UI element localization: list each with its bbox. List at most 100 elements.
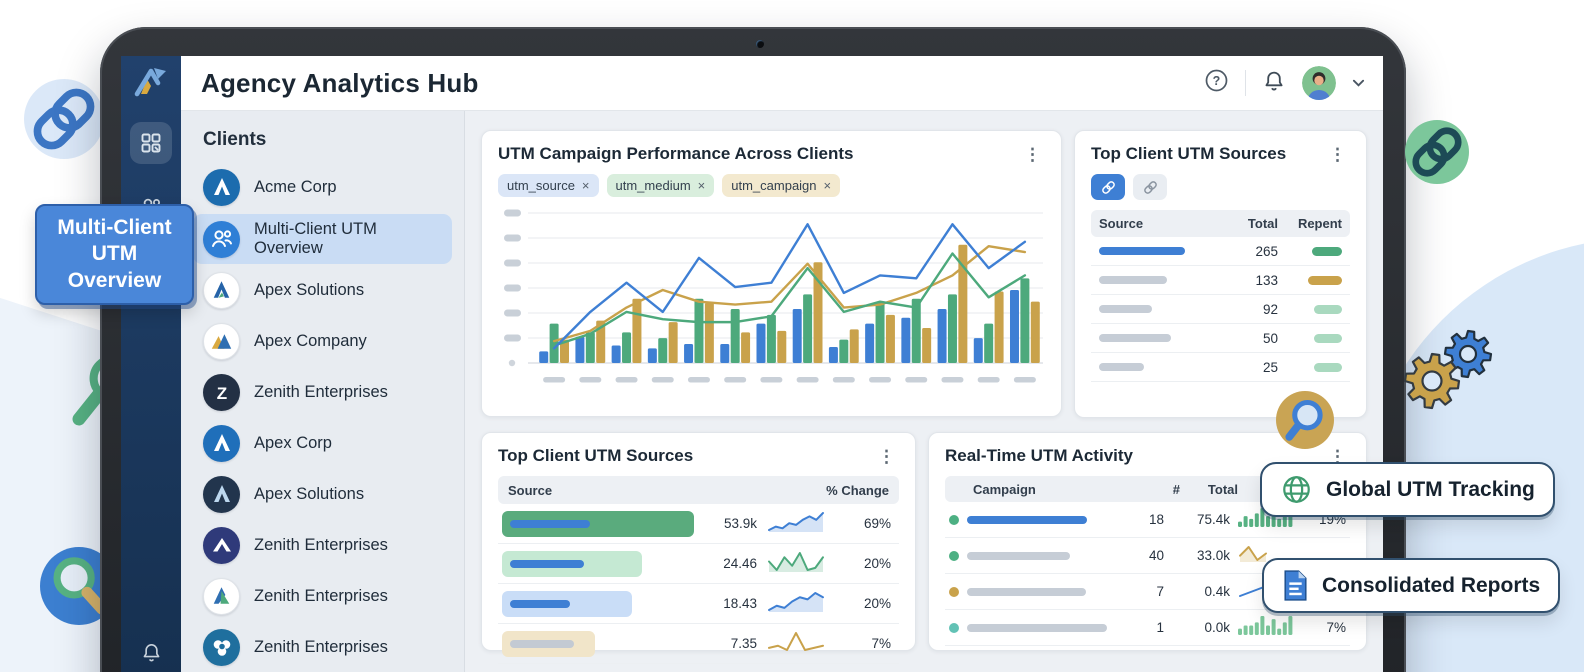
status-dot (949, 622, 959, 633)
link-view-toggle-active[interactable] (1091, 174, 1125, 200)
page-title: Agency Analytics Hub (201, 67, 479, 98)
total-value: 92 (1262, 301, 1278, 317)
bell-icon (143, 644, 159, 662)
client-logo (203, 425, 240, 462)
card-title: UTM Campaign Performance Across Clients (498, 144, 854, 163)
card-title: Top Client UTM Sources (498, 446, 694, 465)
client-name: Acme Corp (254, 178, 337, 196)
table-row[interactable]: 92 (1091, 295, 1350, 324)
status-dot (949, 586, 959, 597)
magnifier-icon (1276, 391, 1334, 449)
source-placeholder-bar (1099, 363, 1230, 371)
card-top-client-utm-sources-change: Top Client UTM Sources ⋮ Source % Change… (481, 432, 916, 664)
column-header: Source (1099, 216, 1144, 231)
source-placeholder-bar (1099, 334, 1230, 342)
source-placeholder-bar (510, 639, 574, 648)
total-value: 75.4k (1196, 512, 1230, 527)
nav-dashboard-button[interactable] (130, 122, 172, 164)
client-name: Apex Solutions (254, 281, 365, 299)
filter-chip-utm_medium[interactable]: utm_medium × (606, 174, 715, 197)
rail-notifications-button[interactable] (140, 641, 163, 669)
user-avatar[interactable] (1302, 66, 1336, 100)
client-logo (203, 629, 240, 666)
status-dot (949, 550, 959, 561)
sparkline-chart (1239, 546, 1267, 562)
trend-badge (1312, 246, 1342, 256)
source-value: 24.46 (723, 556, 757, 571)
client-name: Apex Corp (254, 434, 332, 452)
table-row[interactable]: 25 (1091, 353, 1350, 382)
card-title: Top Client UTM Sources (1091, 144, 1287, 163)
client-list-item[interactable]: Apex Company (193, 317, 452, 366)
client-logo (203, 169, 240, 206)
document-icon (1284, 570, 1307, 601)
client-name: Multi-Client UTM Overview (254, 220, 377, 257)
chevron-down-icon[interactable] (1352, 78, 1365, 88)
filter-chip-utm_source[interactable]: utm_source × (498, 174, 599, 197)
callout-global-utm-tracking: Global UTM Tracking (1260, 462, 1555, 517)
client-logo (203, 578, 240, 615)
client-logo (203, 323, 240, 360)
column-header: Repent (1297, 216, 1342, 231)
total-value: 0.0k (1204, 620, 1230, 635)
kebab-menu-icon[interactable]: ⋮ (1329, 145, 1346, 164)
client-list-item[interactable]: Apex Solutions (193, 266, 452, 315)
client-list-item[interactable]: Apex Corp (193, 419, 452, 468)
table-row[interactable]: 7.35 7% (498, 624, 899, 664)
table-row[interactable]: 1 0.0k 7% (945, 610, 1350, 646)
source-value-bar (502, 550, 642, 577)
trend-badge (1308, 275, 1342, 285)
tablet-camera (756, 40, 764, 48)
help-button[interactable]: ? (1204, 68, 1229, 98)
link-view-toggle-inactive[interactable] (1133, 174, 1167, 200)
total-value: 265 (1255, 243, 1278, 259)
card-utm-campaign-performance: UTM Campaign Performance Across Clients … (481, 130, 1062, 417)
chip-label: utm_campaign (731, 178, 817, 193)
view-toggle-group (1091, 174, 1350, 200)
link-icon (1405, 120, 1469, 184)
client-list-item[interactable]: Zenith Enterprises (193, 521, 452, 570)
table-row[interactable]: 50 (1091, 324, 1350, 353)
total-value: 50 (1262, 330, 1278, 346)
source-value-bar (502, 510, 694, 537)
sparkline-chart (768, 512, 824, 532)
kebab-menu-icon[interactable]: ⋮ (878, 447, 895, 466)
table-row[interactable]: 133 (1091, 266, 1350, 295)
client-list-item[interactable]: Acme Corp (193, 163, 452, 212)
chip-remove-icon[interactable]: × (581, 178, 590, 193)
chip-remove-icon[interactable]: × (697, 178, 706, 193)
notifications-button[interactable] (1262, 69, 1286, 98)
callout-multi-client-utm-overview: Multi-Client UTM Overview (35, 204, 194, 305)
table-row[interactable]: 40 33.0k (945, 538, 1350, 574)
chip-remove-icon[interactable]: × (823, 178, 832, 193)
kebab-menu-icon[interactable]: ⋮ (1329, 447, 1346, 466)
callout-text: Multi-Client (57, 216, 172, 239)
client-list-item[interactable]: Zenith Enterprises (193, 572, 452, 621)
table-row[interactable]: 18.43 20% (498, 584, 899, 624)
sparkline-chart (768, 632, 824, 651)
source-placeholder-bar (1099, 247, 1230, 255)
client-logo (203, 527, 240, 564)
combo-chart (504, 209, 1043, 383)
client-list-item[interactable]: Apex Solutions (193, 470, 452, 519)
tablet-device: ⚙ Agency Analytics Hub ? (100, 27, 1406, 672)
client-list-item[interactable]: Multi-Client UTM Overview (193, 214, 452, 264)
campaign-placeholder-bar (967, 623, 1107, 632)
filter-chip-utm_campaign[interactable]: utm_campaign × (722, 174, 841, 197)
callout-text: Global UTM Tracking (1326, 477, 1535, 501)
dashboard-grid-icon (141, 133, 161, 153)
table-row[interactable]: 24.46 20% (498, 544, 899, 584)
client-list-item[interactable]: Zenith Enterprises (193, 623, 452, 672)
table-header: Source % Change (498, 476, 899, 504)
column-header: Total (1207, 481, 1238, 497)
total-value: 0.4k (1204, 584, 1230, 599)
table-row[interactable]: 265 (1091, 237, 1350, 266)
kebab-menu-icon[interactable]: ⋮ (1024, 145, 1041, 164)
sparkline-chart (768, 592, 824, 612)
column-header: Total (1247, 216, 1278, 231)
table-body: 53.9k 69% 24.46 20% 18.43 20% 7.35 7% (498, 504, 899, 664)
table-row[interactable]: 53.9k 69% (498, 504, 899, 544)
client-list-item[interactable]: Z Zenith Enterprises (193, 368, 452, 417)
client-name: Zenith Enterprises (254, 587, 388, 605)
percent-change: 20% (863, 556, 891, 571)
